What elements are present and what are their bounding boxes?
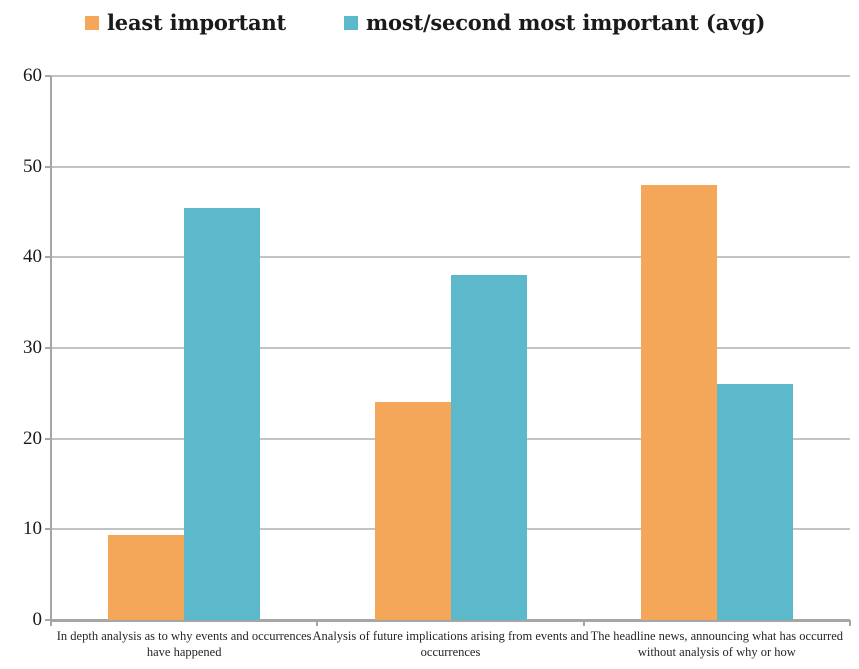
y-tick-60 — [45, 75, 51, 77]
y-tick-label-40: 40 — [23, 246, 42, 268]
x-boundary-tick-0 — [50, 620, 52, 626]
legend-entry-0: least important — [85, 10, 286, 35]
y-tick-label-60: 60 — [23, 65, 42, 86]
legend-label: most/second most important (avg) — [366, 10, 766, 35]
y-tick-label-20: 20 — [23, 427, 42, 449]
y-tick-20 — [45, 437, 51, 440]
y-tick-label-50: 50 — [23, 155, 42, 177]
y-tick-50 — [45, 165, 51, 168]
x-boundary-tick-1 — [316, 620, 319, 626]
legend-label: least important — [107, 10, 287, 35]
legend-swatch-icon — [85, 15, 99, 30]
y-tick-40 — [45, 256, 51, 259]
x-boundary-tick-2 — [582, 620, 585, 626]
y-axis-line — [50, 76, 52, 626]
x-category-label-0: In depth analysis as to why events and o… — [56, 629, 312, 660]
gridline-40 — [51, 256, 850, 259]
bar-series1-group2 — [716, 384, 793, 620]
bar-series0-group0 — [108, 534, 185, 620]
bar-series0-group1 — [374, 402, 451, 620]
y-tick-30 — [45, 347, 51, 349]
gridline-50 — [51, 165, 850, 168]
x-axis-line — [51, 619, 850, 622]
x-category-label-2: The headline news, announcing what has o… — [590, 629, 843, 660]
y-tick-label-0: 0 — [32, 609, 43, 630]
y-tick-0 — [45, 619, 51, 621]
chart-legend: least important most/second most importan… — [85, 10, 765, 35]
bar-series0-group2 — [640, 184, 717, 620]
y-tick-label-30: 30 — [23, 337, 42, 358]
x-category-label-1: Analysis of future implications arising … — [312, 629, 589, 660]
legend-swatch-icon — [344, 15, 359, 30]
bar-series1-group1 — [450, 275, 527, 620]
y-tick-label-10: 10 — [23, 518, 42, 540]
y-tick-10 — [45, 528, 51, 531]
x-boundary-tick-3 — [849, 620, 851, 626]
legend-entry-1: most/second most important (avg) — [344, 10, 765, 35]
gridline-60 — [51, 75, 850, 77]
bar-series1-group0 — [184, 208, 261, 620]
